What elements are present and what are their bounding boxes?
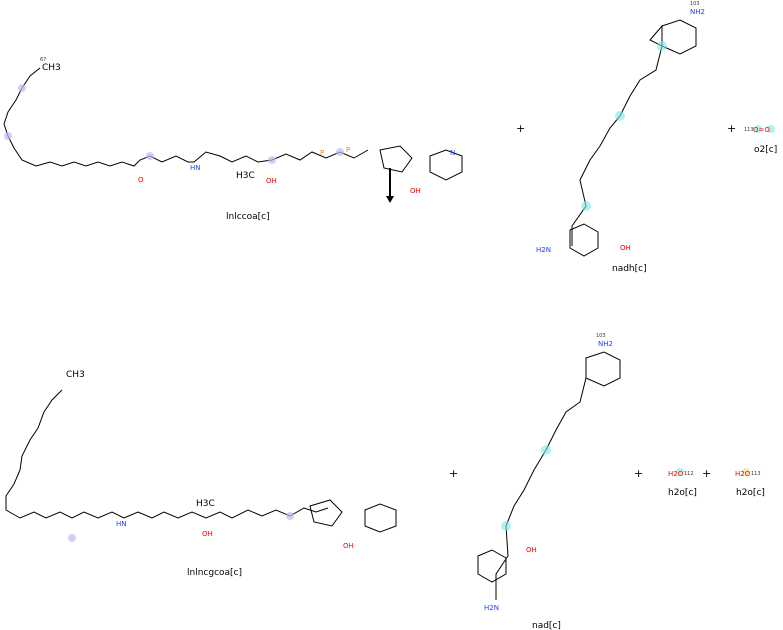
atom-highlight [767, 125, 775, 133]
label-nadh: nadh[c] [612, 264, 647, 274]
atom-highlight [4, 132, 12, 140]
molecule-nadh: NH2 103 H2N OH [536, 1, 705, 257]
label-h2o-2: h2o[c] [736, 488, 765, 498]
atom-number: 112 [684, 471, 694, 477]
atom-n: N [450, 149, 455, 157]
atom-highlight [268, 156, 276, 164]
atom-number: 113 [751, 471, 761, 477]
atom-highlight [146, 152, 154, 160]
atom-highlight [18, 84, 26, 92]
atom-h3c: H3C [196, 499, 215, 509]
plus-sign: + [449, 467, 458, 480]
atom-number: 113 [744, 127, 754, 133]
atom-oh: OH [526, 546, 537, 554]
atom-highlight [754, 125, 762, 133]
molecule-nad: NH2 103 H2N OH [477, 333, 621, 612]
atom-o: O [138, 176, 144, 184]
atom-highlight [581, 201, 591, 211]
atom-nh2: NH2 [598, 340, 613, 348]
atom-highlight [541, 445, 551, 455]
plus-sign: + [702, 467, 711, 480]
label-nad: nad[c] [532, 621, 561, 630]
molecule-lnlncgcoa: CH3 HN OH H3C OH [5, 370, 397, 550]
atom-highlight [336, 148, 344, 156]
atom-oh: OH [202, 530, 213, 538]
atom-highlight [742, 468, 750, 476]
plus-sign: + [634, 467, 643, 480]
atom-oh: OH [410, 187, 421, 195]
atom-highlight [286, 512, 294, 520]
atom-number: 103 [690, 1, 700, 7]
atom-number: 67 [40, 57, 46, 63]
atom-oh: OH [620, 244, 631, 252]
atom-h2n: H2N [484, 604, 499, 612]
atom-h2n: H2N [536, 246, 551, 254]
atom-h2o: H2O [668, 470, 684, 478]
label-lnlncgcoa: lnlncgcoa[c] [187, 568, 242, 578]
atom-h3c: H3C [236, 171, 255, 181]
atom-oh: OH [343, 542, 354, 550]
atom-oh: OH [266, 177, 277, 185]
atom-nh: HN [116, 520, 127, 528]
plus-sign: + [516, 122, 525, 135]
label-lnlccoa: lnlccoa[c] [226, 212, 270, 222]
atom-nh2: NH2 [690, 8, 705, 16]
label-h2o-1: h2o[c] [668, 488, 697, 498]
atom-h2o: H2O [735, 470, 751, 478]
atom-nh: HN [190, 164, 201, 172]
ch3-label: CH3 [66, 370, 85, 380]
ch3-label: CH3 [42, 63, 61, 73]
atom-p: P [346, 146, 350, 154]
atom-highlight [657, 41, 667, 51]
atom-highlight [615, 111, 625, 121]
atom-highlight [68, 534, 76, 542]
molecule-lnlccoa: CH3 67 HN O OH H3C P P N OH [3, 57, 463, 203]
plus-sign: + [727, 122, 736, 135]
atom-number: 103 [596, 333, 606, 339]
atom-o2: O=O [753, 126, 770, 134]
atom-p: P [320, 149, 324, 157]
molecule-h2o-1: H2O 112 [668, 468, 694, 478]
atom-highlight [676, 468, 684, 476]
atom-highlight [501, 521, 511, 531]
molecule-h2o-2: H2O 113 [735, 468, 761, 478]
molecule-o2: 113 O=O [744, 125, 775, 134]
label-o2: o2[c] [754, 145, 777, 155]
